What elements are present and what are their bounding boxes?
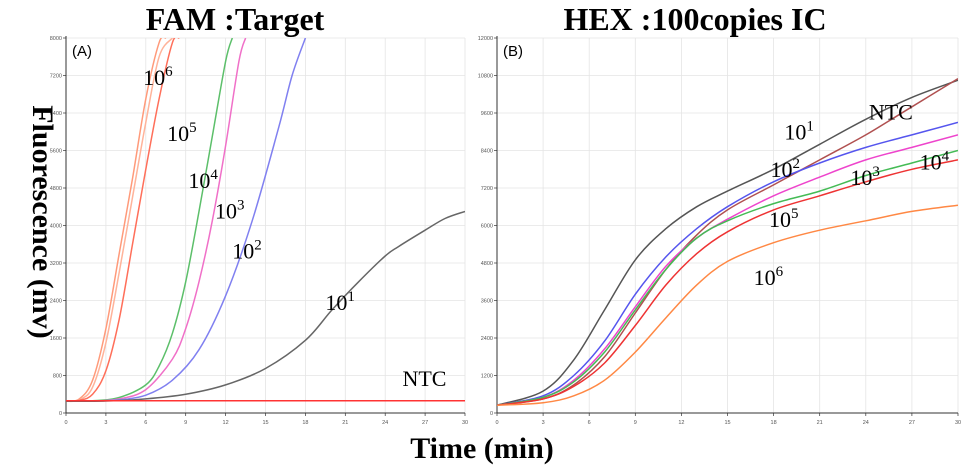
series-label: 105 [167, 120, 197, 146]
panel-label: (B) [503, 43, 523, 60]
y-tick-label: 4800 [481, 261, 493, 267]
series-line [66, 38, 174, 403]
series-line [66, 38, 167, 403]
y-tick-label: 3200 [50, 261, 62, 267]
series-line [497, 149, 958, 406]
series-label: 101 [325, 289, 355, 315]
x-tick-label: 15 [724, 420, 730, 426]
x-tick-label: 27 [909, 420, 915, 426]
series-line [497, 121, 958, 406]
y-tick-label: 7200 [481, 186, 493, 192]
y-tick-label: 2400 [50, 299, 62, 305]
x-tick-label: 3 [104, 420, 107, 426]
x-tick-label: 24 [382, 420, 388, 426]
chart-b: HEX :100copies IC 0 3 6 9 12 15 18 21 24 27 30 0 120… [478, 1, 961, 426]
y-tick-label: 6000 [481, 224, 493, 230]
x-tick-label: 21 [817, 420, 823, 426]
x-tick-label: 0 [64, 420, 67, 426]
series-line [66, 38, 234, 403]
series-line [497, 204, 958, 406]
y-tick-label: 2400 [481, 336, 493, 342]
y-tick-label: 0 [59, 411, 62, 417]
series-line [497, 77, 958, 406]
series-label: 102 [232, 237, 262, 263]
series-label: 106 [754, 264, 784, 290]
series-label: NTC [869, 99, 913, 124]
x-tick-label: 15 [262, 420, 268, 426]
y-tick-label: 1200 [481, 374, 493, 380]
series-line [66, 210, 465, 403]
y-tick-label: 3600 [481, 299, 493, 305]
series-line [497, 159, 958, 406]
panel-label: (A) [72, 43, 92, 60]
x-tick-label: 30 [462, 420, 468, 426]
series-label: 103 [850, 164, 880, 190]
x-tick-label: 30 [955, 420, 961, 426]
x-tick-label: 9 [634, 420, 637, 426]
x-tick-label: 12 [678, 420, 684, 426]
grid-b [496, 37, 959, 414]
y-tick-label: 800 [53, 374, 62, 380]
series-label: 102 [771, 156, 801, 182]
series-label: NTC [402, 366, 446, 391]
x-tick-label: 9 [184, 420, 187, 426]
y-tick-label: 6400 [50, 111, 62, 117]
y-axis-label: Fluorescence (mv) [26, 105, 59, 339]
x-tick-label: 3 [542, 420, 545, 426]
x-tick-label: 27 [422, 420, 428, 426]
x-tick-label: 12 [223, 420, 229, 426]
x-tick-label: 18 [771, 420, 777, 426]
y-tick-label: 8000 [50, 36, 62, 42]
chart-a-title: FAM :Target [146, 1, 325, 37]
x-tick-label: 6 [588, 420, 591, 426]
series-label: 101 [784, 119, 814, 145]
series-label: 105 [769, 206, 799, 232]
series-line [66, 38, 180, 403]
chart-b-title: HEX :100copies IC [563, 1, 826, 37]
series-label: 103 [215, 197, 245, 223]
chart-a: FAM :Target 0 3 6 9 12 15 18 21 24 27 30 0 800 1600 24… [50, 1, 468, 426]
series-line [497, 79, 958, 406]
y-tick-label: 7200 [50, 74, 62, 80]
series-label: 106 [143, 64, 173, 90]
series-label: 104 [920, 148, 950, 174]
x-tick-label: 21 [342, 420, 348, 426]
x-tick-label: 18 [302, 420, 308, 426]
x-tick-label: 6 [144, 420, 147, 426]
y-tick-label: 4000 [50, 224, 62, 230]
y-tick-label: 10800 [478, 74, 493, 80]
x-tick-label: 0 [495, 420, 498, 426]
y-tick-label: 12000 [478, 36, 493, 42]
y-tick-label: 1600 [50, 336, 62, 342]
y-tick-label: 9600 [481, 111, 493, 117]
x-axis-label: Time (min) [410, 432, 554, 465]
y-tick-label: 8400 [481, 149, 493, 155]
grid-a [65, 37, 466, 414]
series-group-a [66, 38, 465, 403]
series-label: 104 [188, 167, 218, 193]
y-tick-label: 0 [490, 411, 493, 417]
series-group-b [497, 77, 958, 406]
x-tick-label: 24 [863, 420, 869, 426]
y-tick-label: 4800 [50, 186, 62, 192]
y-tick-label: 5600 [50, 149, 62, 155]
